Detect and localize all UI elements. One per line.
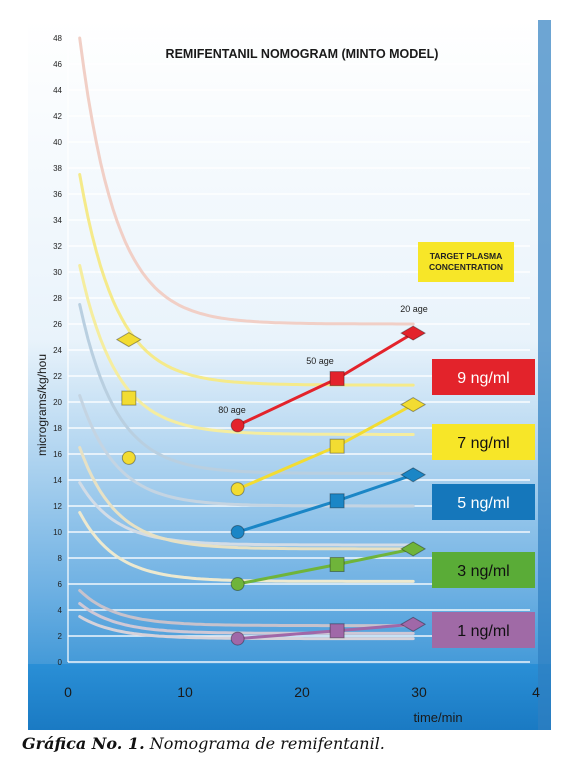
y-tick-label: 10	[53, 528, 62, 537]
y-tick-label: 48	[53, 34, 62, 43]
decay-curve	[78, 446, 415, 551]
y-tick-label: 32	[53, 242, 62, 251]
decay-curve	[78, 511, 415, 583]
x-axis-label: time/min	[413, 710, 462, 725]
y-tick-label: 4	[58, 606, 63, 615]
legend-swatch	[432, 552, 535, 588]
y-tick-label: 0	[58, 658, 63, 667]
chart-bottom-band	[28, 664, 551, 730]
decay-curve	[78, 394, 415, 508]
grid	[68, 37, 530, 663]
legend-label: 5 ng/ml	[457, 495, 509, 512]
y-tick-label: 38	[53, 164, 62, 173]
legend: 9 ng/ml 7 ng/ml 5 ng/ml 3 ng/ml 1 ng/ml	[432, 359, 535, 648]
chart-right-edge	[538, 20, 551, 730]
data-point	[115, 332, 142, 348]
x-tick-label: 30	[411, 684, 427, 700]
data-point	[400, 467, 427, 483]
data-point	[230, 631, 245, 646]
y-tick-label: 28	[53, 294, 62, 303]
y-tick-label: 14	[53, 476, 62, 485]
y-tick-label: 34	[53, 216, 62, 225]
legend-label: 1 ng/ml	[457, 623, 509, 640]
y-tick-label: 42	[53, 112, 62, 121]
data-point	[329, 493, 345, 509]
decay-curve	[78, 589, 415, 628]
y-tick-label: 46	[53, 60, 62, 69]
age-label-80: 80 age	[218, 405, 246, 415]
data-point	[400, 541, 427, 557]
chart-title: REMIFENTANIL NOMOGRAM (MINTO MODEL)	[166, 47, 439, 61]
caption-label: Gráfica No. 1.	[22, 734, 145, 753]
legend-title: TARGET PLASMA CONCENTRATION	[429, 251, 503, 272]
legend-label: 3 ng/ml	[457, 563, 509, 580]
data-point	[400, 325, 427, 341]
y-tick-label: 8	[58, 554, 63, 563]
data-point	[400, 397, 427, 413]
age-label-50: 50 age	[306, 356, 334, 366]
y-tick-label: 30	[53, 268, 62, 277]
data-point	[230, 482, 245, 497]
legend-title-box	[418, 242, 514, 282]
data-point	[329, 557, 345, 572]
data-point	[230, 525, 245, 539]
decay-curve	[78, 36, 415, 326]
legend-label: 9 ng/ml	[457, 370, 509, 387]
x-tick-label: 4	[532, 684, 540, 700]
legend-swatch	[432, 484, 535, 520]
x-tick-label: 20	[294, 684, 310, 700]
y-tick-label: 16	[53, 450, 62, 459]
legend-swatch	[432, 359, 535, 395]
y-tick-label: 24	[53, 346, 62, 355]
data-point	[329, 371, 345, 387]
axes: 0246810121416182022242628303234363840424…	[53, 32, 540, 700]
data-point	[121, 390, 137, 406]
decay-curve	[78, 303, 415, 475]
caption-text: Nomograma de remifentanil.	[149, 734, 385, 753]
y-tick-label: 40	[53, 138, 62, 147]
age-label-20: 20 age	[400, 304, 428, 314]
figure-caption: Gráfica No. 1. Nomograma de remifentanil…	[22, 734, 385, 753]
legend-label: 7 ng/ml	[457, 435, 509, 452]
legend-swatch	[432, 612, 535, 648]
x-tick-label: 0	[64, 684, 72, 700]
legend-swatch	[432, 424, 535, 460]
data-point	[230, 418, 245, 433]
series	[115, 325, 427, 646]
y-tick-label: 44	[53, 86, 62, 95]
decay-curve	[78, 481, 415, 547]
data-point	[400, 616, 427, 632]
data-point	[230, 577, 245, 591]
data-point	[121, 450, 136, 465]
x-tick-label: 10	[177, 684, 193, 700]
data-point	[329, 623, 345, 639]
y-axis-label: micrograms/kg/hou	[35, 354, 49, 456]
y-tick-label: 18	[53, 424, 62, 433]
y-tick-label: 2	[58, 632, 63, 641]
y-tick-label: 22	[53, 372, 62, 381]
y-tick-label: 26	[53, 320, 62, 329]
y-tick-label: 6	[58, 580, 63, 589]
data-point	[329, 438, 345, 454]
y-tick-label: 12	[53, 502, 62, 511]
decay-curve	[78, 602, 415, 635]
y-tick-label: 36	[53, 190, 62, 199]
y-tick-label: 20	[53, 398, 62, 407]
